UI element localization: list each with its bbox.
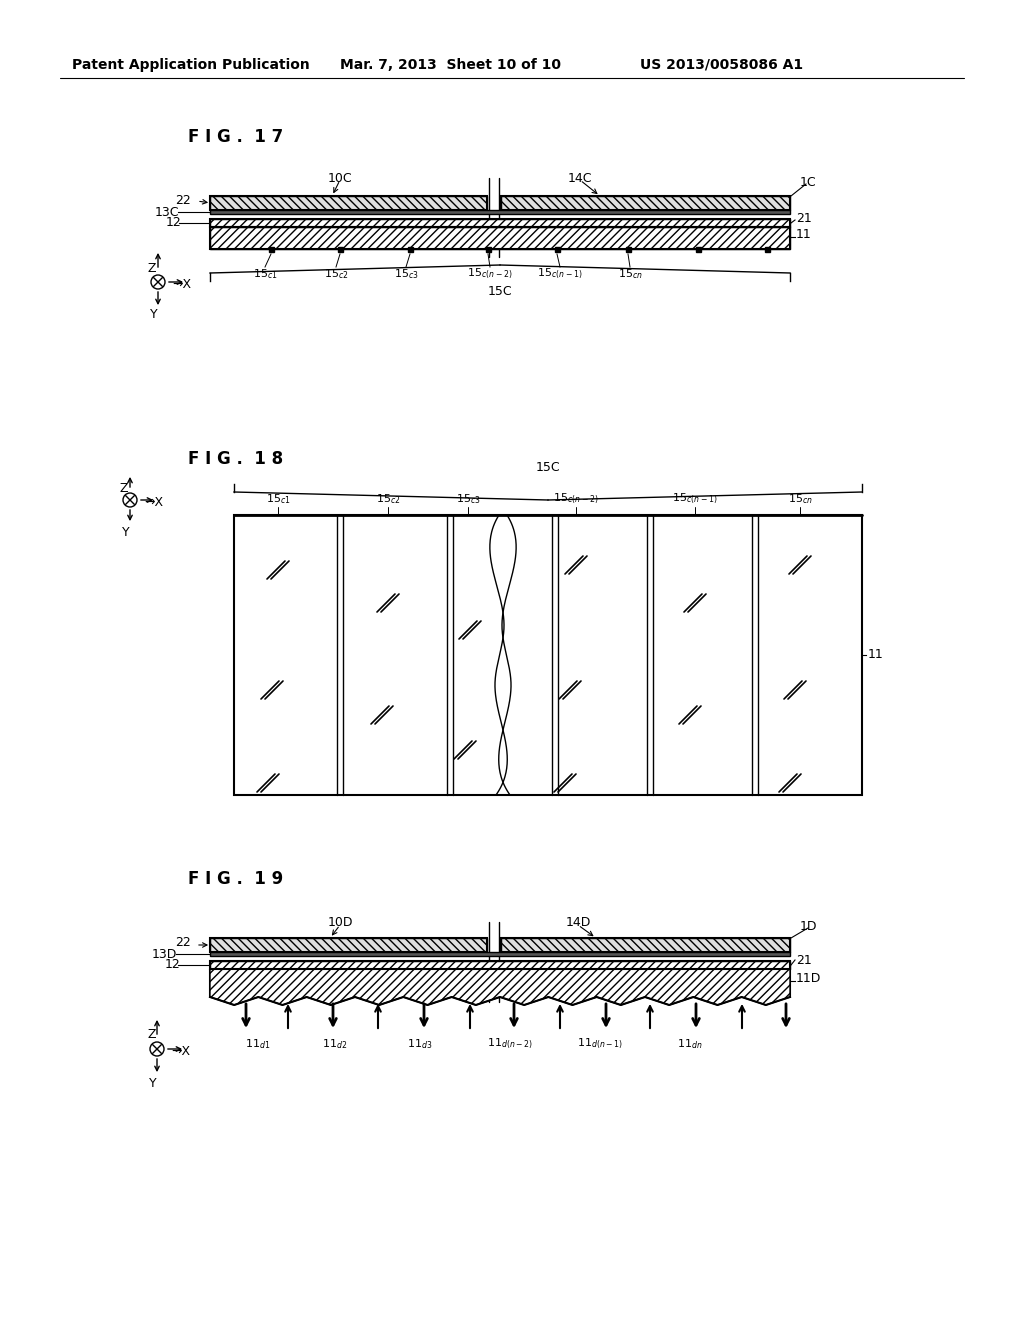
Text: Y: Y bbox=[122, 525, 130, 539]
Bar bbox=[210, 227, 790, 249]
Text: 15$_{c2}$: 15$_{c2}$ bbox=[324, 267, 348, 281]
Text: US 2013/0058086 A1: US 2013/0058086 A1 bbox=[640, 58, 803, 73]
Text: 11$_{d3}$: 11$_{d3}$ bbox=[408, 1038, 433, 1051]
Text: Y: Y bbox=[150, 1077, 157, 1090]
Bar bbox=[696, 247, 701, 252]
Text: 15$_{c(n-1)}$: 15$_{c(n-1)}$ bbox=[538, 267, 583, 281]
Text: Z: Z bbox=[147, 1028, 156, 1041]
Bar bbox=[765, 247, 770, 252]
Text: Patent Application Publication: Patent Application Publication bbox=[72, 58, 309, 73]
Bar bbox=[555, 247, 560, 252]
Text: Y: Y bbox=[150, 308, 158, 321]
Text: Z: Z bbox=[120, 482, 128, 495]
Bar bbox=[338, 247, 343, 252]
Text: 11$_{dn}$: 11$_{dn}$ bbox=[677, 1038, 702, 1051]
Text: 15$_{c2}$: 15$_{c2}$ bbox=[376, 492, 400, 506]
Bar bbox=[486, 247, 490, 252]
Text: F I G .  1 8: F I G . 1 8 bbox=[188, 450, 283, 469]
Bar bbox=[234, 515, 862, 795]
Bar bbox=[210, 195, 487, 210]
Text: 15$_{c3}$: 15$_{c3}$ bbox=[456, 492, 480, 506]
Text: →X: →X bbox=[171, 1045, 190, 1059]
Bar bbox=[501, 195, 790, 210]
Text: 13D: 13D bbox=[152, 948, 177, 961]
Bar bbox=[210, 219, 790, 227]
Text: F I G .  1 9: F I G . 1 9 bbox=[188, 870, 284, 888]
Text: 22: 22 bbox=[175, 194, 190, 207]
Text: 11: 11 bbox=[796, 228, 812, 242]
Text: 21: 21 bbox=[796, 211, 812, 224]
Text: 11: 11 bbox=[868, 648, 884, 661]
Text: 15$_{c3}$: 15$_{c3}$ bbox=[393, 267, 419, 281]
Text: 15C: 15C bbox=[487, 285, 512, 298]
Text: 15$_{c(n-1)}$: 15$_{c(n-1)}$ bbox=[673, 491, 718, 506]
Text: F I G .  1 7: F I G . 1 7 bbox=[188, 128, 284, 147]
Text: 14D: 14D bbox=[565, 916, 591, 929]
Text: →X: →X bbox=[172, 279, 191, 290]
Bar bbox=[210, 952, 790, 956]
PathPatch shape bbox=[210, 969, 790, 1005]
Bar bbox=[210, 227, 790, 249]
Text: 11D: 11D bbox=[796, 973, 821, 986]
Bar bbox=[210, 210, 790, 214]
Text: 15$_{c(n-2)}$: 15$_{c(n-2)}$ bbox=[553, 491, 599, 506]
Bar bbox=[210, 195, 487, 210]
Bar bbox=[626, 247, 631, 252]
Bar bbox=[210, 961, 790, 969]
Text: 1D: 1D bbox=[800, 920, 817, 933]
Bar bbox=[501, 939, 790, 952]
Text: 22: 22 bbox=[175, 936, 190, 949]
Text: 12: 12 bbox=[166, 216, 181, 230]
Text: 11$_{d(n-1)}$: 11$_{d(n-1)}$ bbox=[577, 1038, 623, 1052]
Bar bbox=[501, 195, 790, 210]
Bar bbox=[269, 247, 274, 252]
Text: 12: 12 bbox=[165, 958, 181, 972]
Text: 15$_{cn}$: 15$_{cn}$ bbox=[617, 267, 642, 281]
Text: Mar. 7, 2013  Sheet 10 of 10: Mar. 7, 2013 Sheet 10 of 10 bbox=[340, 58, 561, 73]
Text: 11$_{d(n-2)}$: 11$_{d(n-2)}$ bbox=[487, 1038, 534, 1052]
Text: 21: 21 bbox=[796, 953, 812, 966]
Text: 14C: 14C bbox=[567, 172, 592, 185]
Bar bbox=[408, 247, 413, 252]
Text: 11$_{d1}$: 11$_{d1}$ bbox=[246, 1038, 270, 1051]
Text: 15$_{cn}$: 15$_{cn}$ bbox=[787, 492, 812, 506]
Bar bbox=[210, 939, 487, 952]
Bar bbox=[501, 939, 790, 952]
Text: →X: →X bbox=[144, 496, 163, 510]
Text: 13C: 13C bbox=[155, 206, 179, 219]
Text: 10C: 10C bbox=[328, 172, 352, 185]
Text: 10D: 10D bbox=[328, 916, 352, 929]
Text: 15C: 15C bbox=[536, 461, 560, 474]
Bar bbox=[210, 939, 487, 952]
Text: 11$_{d2}$: 11$_{d2}$ bbox=[323, 1038, 348, 1051]
Text: Z: Z bbox=[148, 261, 157, 275]
Text: 1C: 1C bbox=[800, 176, 816, 189]
Bar bbox=[210, 961, 790, 969]
Bar bbox=[210, 219, 790, 227]
Text: 15$_{c1}$: 15$_{c1}$ bbox=[265, 492, 291, 506]
Text: 15$_{c(n-2)}$: 15$_{c(n-2)}$ bbox=[467, 267, 513, 281]
Text: 15$_{c1}$: 15$_{c1}$ bbox=[253, 267, 278, 281]
